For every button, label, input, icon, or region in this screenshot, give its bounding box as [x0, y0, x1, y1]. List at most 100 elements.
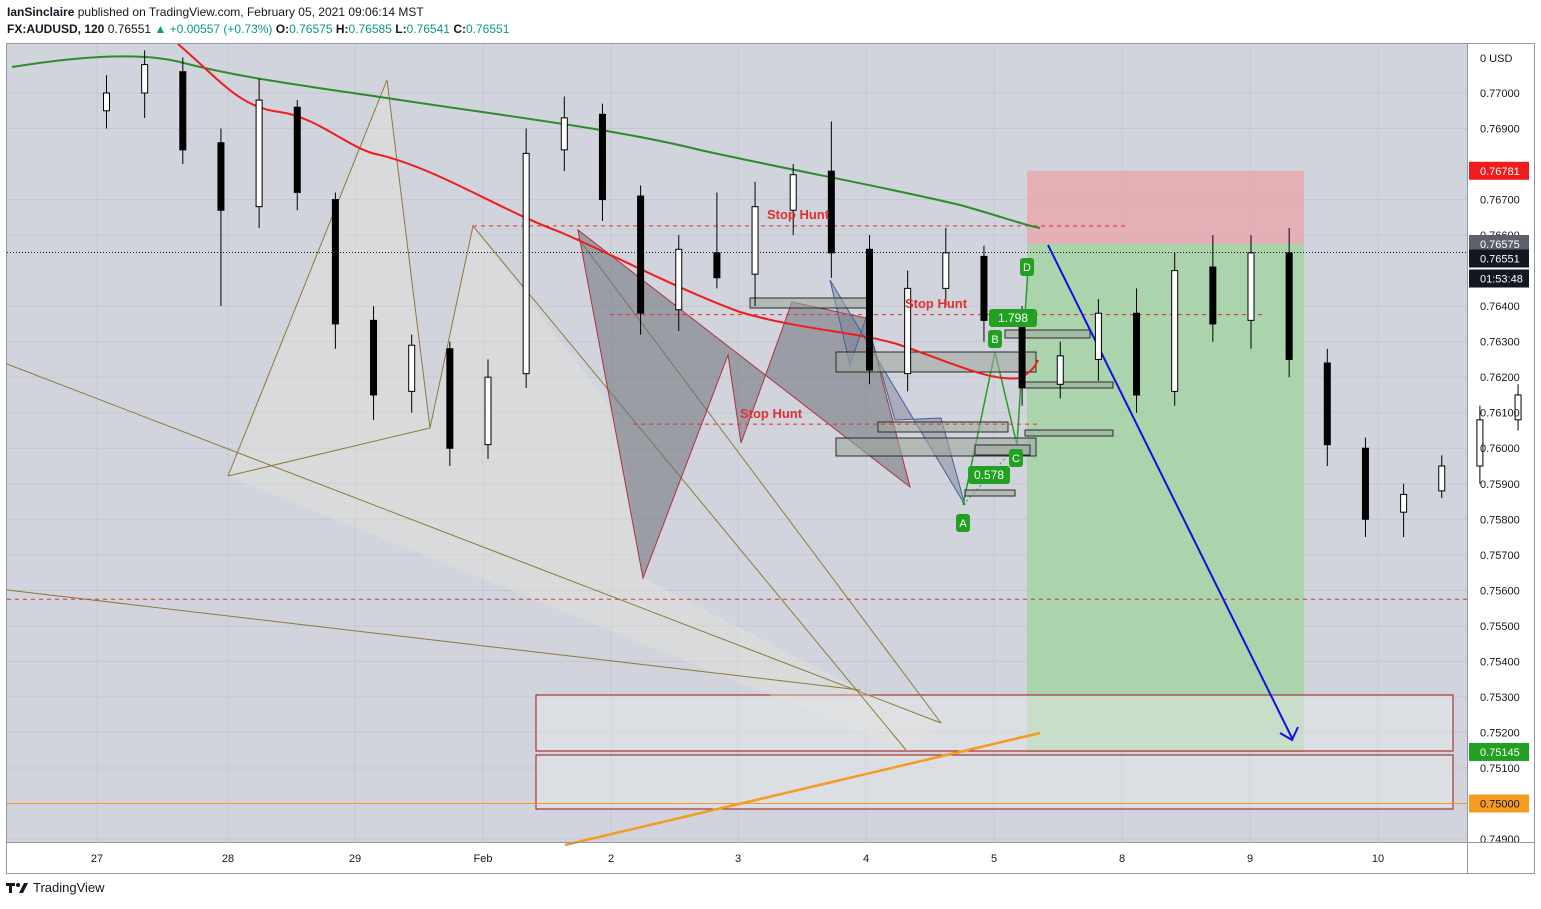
candle-bull — [1438, 465, 1446, 492]
up-arrow-icon: ▲ — [154, 22, 167, 36]
candle-bull — [1094, 312, 1102, 360]
ohlc-open-value: 0.76575 — [289, 22, 333, 36]
orange-trendline — [564, 731, 1041, 847]
candle-bear — [980, 255, 988, 321]
candle-bear — [1018, 319, 1026, 389]
annotations: Stop Hunt Stop Hunt Stop Hunt 1.798 0.578 A B C… — [740, 207, 1037, 532]
loss-zone — [1027, 170, 1304, 244]
candle-bear — [1209, 266, 1217, 325]
price-tag-label: 0.75145 — [1480, 747, 1520, 759]
y-tick-label: 0.75200 — [1480, 727, 1520, 739]
y-tick-label: 0.77000 — [1480, 88, 1520, 100]
price-tag-countdown — [1469, 269, 1529, 288]
x-tick-label: 28 — [222, 853, 234, 865]
demand-box-lower — [535, 754, 1454, 810]
x-tick-label: 2 — [608, 853, 614, 865]
demand-box-upper — [535, 694, 1454, 752]
y-tick-label: 0.76900 — [1480, 124, 1520, 136]
price-tag-level — [1469, 794, 1529, 813]
y-tick-label: 0.75600 — [1480, 585, 1520, 597]
candle-bull — [1514, 394, 1522, 421]
price-tag-open — [1469, 234, 1529, 253]
time-axis[interactable]: 27 28 29 Feb 2 3 4 5 8 9 10 — [91, 853, 1384, 865]
trendline-long — [6, 363, 942, 724]
y-tick-label: 0.75500 — [1480, 621, 1520, 633]
price-tags: 0.76781 0.76575 0.76551 01:53:48 0.75145 0.75… — [1469, 161, 1529, 813]
ohlc-high-label: H: — [335, 22, 349, 36]
price-axis[interactable]: 0.770000.769000.767000.766000.764000.763… — [1480, 53, 1520, 846]
candle-bear — [331, 199, 339, 325]
x-tick-label: Feb — [474, 853, 493, 865]
candle-bear — [1285, 252, 1293, 360]
candle-bull — [1400, 493, 1408, 513]
harmonic-fill-large — [228, 80, 941, 750]
profit-zone — [1027, 243, 1304, 752]
y-tick-label: 0.76400 — [1480, 301, 1520, 313]
candle-bull — [255, 99, 263, 208]
footer: TradingView — [6, 880, 105, 895]
order-block — [1024, 429, 1114, 437]
y-tick-label: 0.75800 — [1480, 514, 1520, 526]
candle-bull — [751, 206, 759, 275]
price-tag-label: 0.75000 — [1480, 798, 1520, 810]
candle-bear — [293, 106, 301, 193]
candle-bear — [598, 113, 606, 201]
ratio-badge — [968, 466, 1010, 484]
candle-bear — [1323, 362, 1331, 446]
y-tick-label: 0.76700 — [1480, 195, 1520, 207]
ohlc-low-value: 0.76541 — [406, 22, 450, 36]
x-tick-label: 5 — [991, 853, 997, 865]
ohlc-high-value: 0.76585 — [348, 22, 392, 36]
candle-bull — [141, 64, 149, 94]
candle-bull — [560, 117, 568, 151]
target-arrow-head — [1279, 726, 1299, 742]
point-badge — [1009, 449, 1023, 467]
symbol-interval[interactable]: FX:AUDUSD, 120 — [7, 22, 105, 36]
candle-bull — [484, 376, 492, 446]
ratio-badge — [989, 309, 1037, 327]
price-tag-last — [1469, 249, 1529, 268]
x-tick-label: 10 — [1372, 853, 1384, 865]
ma-slow-line — [11, 55, 1041, 229]
triangle-left — [227, 79, 431, 477]
x-tick-label: 9 — [1247, 853, 1253, 865]
last-price: 0.76551 — [107, 22, 152, 36]
ohlc-open-label: O: — [275, 22, 290, 36]
tradingview-logo-icon[interactable] — [6, 881, 28, 895]
order-block — [877, 421, 1009, 433]
y-tick-label: 0.75100 — [1480, 763, 1520, 775]
order-block — [749, 297, 869, 309]
candles — [103, 50, 1522, 538]
candle-bear — [713, 252, 721, 279]
publish-info: published on TradingView.com, February 0… — [77, 5, 424, 19]
x-tick-label: 29 — [349, 853, 361, 865]
x-tick-label: 27 — [91, 853, 103, 865]
ohlc-close-label: C: — [453, 22, 466, 36]
candle-bull — [1171, 270, 1179, 392]
candle-bear — [1133, 312, 1141, 396]
candle-bear — [1361, 447, 1369, 520]
y-tick-label: 0.76200 — [1480, 372, 1520, 384]
point-label-a: A — [959, 518, 967, 530]
candle-bear — [637, 195, 645, 314]
stop-hunt-label: Stop Hunt — [767, 207, 830, 222]
candle-bull — [789, 174, 797, 211]
y-currency-label: 0 USD — [1480, 53, 1512, 65]
candle-bear — [370, 319, 378, 396]
candle-bull — [1247, 252, 1255, 321]
price-tag-label: 0.76551 — [1480, 254, 1520, 266]
target-arrow-line — [1047, 244, 1293, 739]
author-name[interactable]: IanSinclaire — [7, 5, 75, 19]
price-tag-label: 0.76575 — [1480, 239, 1520, 251]
ohlc-close-value: 0.76551 — [465, 22, 510, 36]
order-block — [964, 489, 1016, 497]
y-tick-label: 0.75300 — [1480, 692, 1520, 704]
y-tick-label: 0.74900 — [1480, 834, 1520, 846]
y-tick-label: 0.75900 — [1480, 479, 1520, 491]
chart-border — [6, 43, 1535, 874]
y-tick-label: 0.76300 — [1480, 337, 1520, 349]
candle-bull — [1476, 419, 1484, 467]
point-badge — [1020, 258, 1034, 276]
tradingview-brand[interactable]: TradingView — [33, 880, 105, 895]
